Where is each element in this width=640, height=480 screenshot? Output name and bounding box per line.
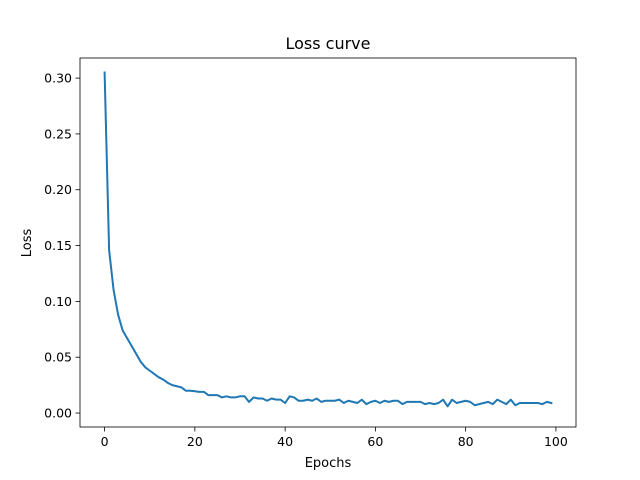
x-tick-label: 100: [544, 434, 568, 449]
x-axis: 0 20 40 60 80 100: [101, 427, 568, 449]
y-tick-label: 0.30: [44, 71, 72, 86]
loss-series-line: [103, 71, 553, 408]
y-tick-label: 0.20: [44, 182, 72, 197]
y-tick-label: 0.05: [44, 350, 72, 365]
y-tick-label: 0.25: [44, 126, 72, 141]
plot-frame: [79, 57, 577, 428]
y-tick-label: 0.10: [44, 294, 72, 309]
x-axis-label: Epochs: [305, 456, 352, 471]
x-tick-label: 20: [187, 434, 203, 449]
y-tick-label: 0.00: [44, 406, 72, 421]
y-axis-label: Loss: [20, 229, 35, 258]
x-tick-label: 40: [277, 434, 293, 449]
x-tick-label: 0: [101, 434, 109, 449]
y-axis: 0.00 0.05 0.10 0.15 0.20 0.25 0.30: [44, 71, 80, 421]
y-tick-label: 0.15: [44, 238, 72, 253]
x-tick-label: 80: [458, 434, 474, 449]
plot-lines: [103, 71, 553, 408]
chart-title: Loss curve: [285, 34, 370, 53]
x-tick-label: 60: [367, 434, 383, 449]
plot-area: [80, 58, 576, 427]
